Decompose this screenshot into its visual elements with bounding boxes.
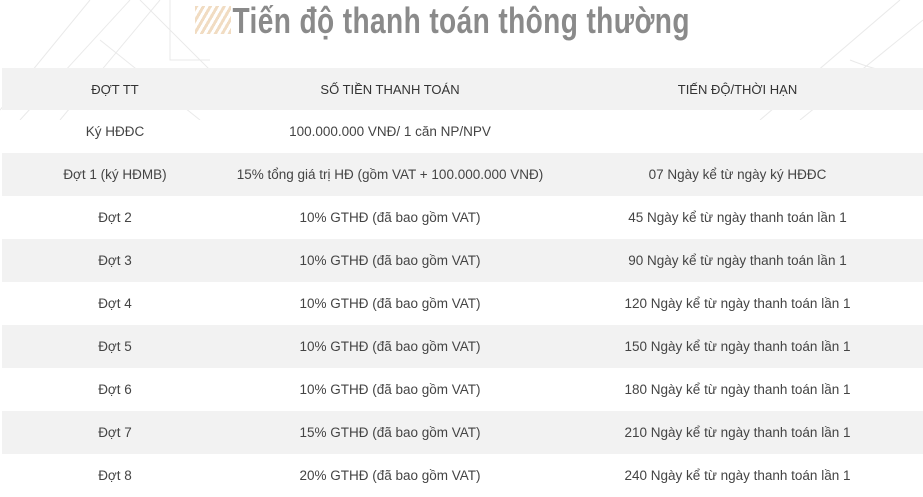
cell-schedule: 45 Ngày kể từ ngày thanh toán lần 1 xyxy=(628,210,847,225)
table-row: Đợt 4 10% GTHĐ (đã bao gồm VAT) 120 Ngày k… xyxy=(2,282,923,325)
table-row: Đợt 6 10% GTHĐ (đã bao gồm VAT) 180 Ngày k… xyxy=(2,368,923,411)
page-header: Tiến độ thanh toán thông thường xyxy=(0,0,923,50)
table-row: Đợt 7 15% GTHĐ (đã bao gồm VAT) 210 Ngày k… xyxy=(2,411,923,454)
cell-installment: Ký HĐĐC xyxy=(85,124,145,139)
cell-installment: Đợt 6 xyxy=(98,382,132,397)
cell-amount: 15% GTHĐ (đã bao gồm VAT) xyxy=(299,425,481,440)
cell-amount: 10% GTHĐ (đã bao gồm VAT) xyxy=(299,296,481,311)
table-row: Đợt 8 20% GTHĐ (đã bao gồm VAT) 240 Ngày k… xyxy=(2,454,923,497)
cell-installment: Đợt 4 xyxy=(98,296,132,311)
cell-installment: Đợt 3 xyxy=(98,253,132,268)
payment-schedule-table: ĐỢT TT SỐ TIỀN THANH TOÁN TIẾN ĐỘ/THỜI H… xyxy=(2,68,923,497)
cell-amount: 15% tổng giá trị HĐ (gồm VAT + 100.000.0… xyxy=(236,167,544,182)
cell-installment: Đợt 8 xyxy=(98,468,132,483)
cell-schedule: 210 Ngày kể từ ngày thanh toán lần 1 xyxy=(624,425,851,440)
table-header-row: ĐỢT TT SỐ TIỀN THANH TOÁN TIẾN ĐỘ/THỜI H… xyxy=(2,68,923,110)
cell-installment: Đợt 5 xyxy=(98,339,132,354)
cell-installment: Đợt 2 xyxy=(98,210,132,225)
cell-schedule: 07 Ngày kể từ ngày ký HĐĐC xyxy=(648,167,827,182)
cell-schedule: 150 Ngày kể từ ngày thanh toán lần 1 xyxy=(624,339,851,354)
header-installment: ĐỢT TT xyxy=(91,81,139,97)
cell-amount: 10% GTHĐ (đã bao gồm VAT) xyxy=(299,382,481,397)
table-row: Đợt 3 10% GTHĐ (đã bao gồm VAT) 90 Ngày kể… xyxy=(2,239,923,282)
cell-amount: 10% GTHĐ (đã bao gồm VAT) xyxy=(299,210,481,225)
header-schedule: TIẾN ĐỘ/THỜI HẠN xyxy=(677,81,798,97)
cell-schedule: 180 Ngày kể từ ngày thanh toán lần 1 xyxy=(624,382,851,397)
cell-amount: 10% GTHĐ (đã bao gồm VAT) xyxy=(299,253,481,268)
cell-amount: 10% GTHĐ (đã bao gồm VAT) xyxy=(299,339,481,354)
cell-installment: Đợt 1 (ký HĐMB) xyxy=(63,167,167,182)
page-title: Tiến độ thanh toán thông thường xyxy=(232,0,691,41)
table-row: Đợt 2 10% GTHĐ (đã bao gồm VAT) 45 Ngày kể… xyxy=(2,196,923,239)
header-amount: SỐ TIỀN THANH TOÁN xyxy=(320,81,460,97)
title-decoration xyxy=(195,6,231,34)
table-row: Đợt 1 (ký HĐMB) 15% tổng giá trị HĐ (gồm … xyxy=(2,153,923,196)
cell-schedule xyxy=(552,110,923,153)
cell-schedule: 90 Ngày kể từ ngày thanh toán lần 1 xyxy=(628,253,847,268)
cell-schedule: 120 Ngày kể từ ngày thanh toán lần 1 xyxy=(624,296,851,311)
table-row: Đợt 5 10% GTHĐ (đã bao gồm VAT) 150 Ngày k… xyxy=(2,325,923,368)
cell-installment: Đợt 7 xyxy=(98,425,132,440)
cell-amount: 20% GTHĐ (đã bao gồm VAT) xyxy=(299,468,481,483)
table-row: Ký HĐĐC 100.000.000 VNĐ/ 1 căn NP/NPV xyxy=(2,110,923,153)
cell-schedule: 240 Ngày kể từ ngày thanh toán lần 1 xyxy=(624,468,851,483)
background-sketch xyxy=(0,0,923,120)
cell-amount: 100.000.000 VNĐ/ 1 căn NP/NPV xyxy=(289,124,491,139)
